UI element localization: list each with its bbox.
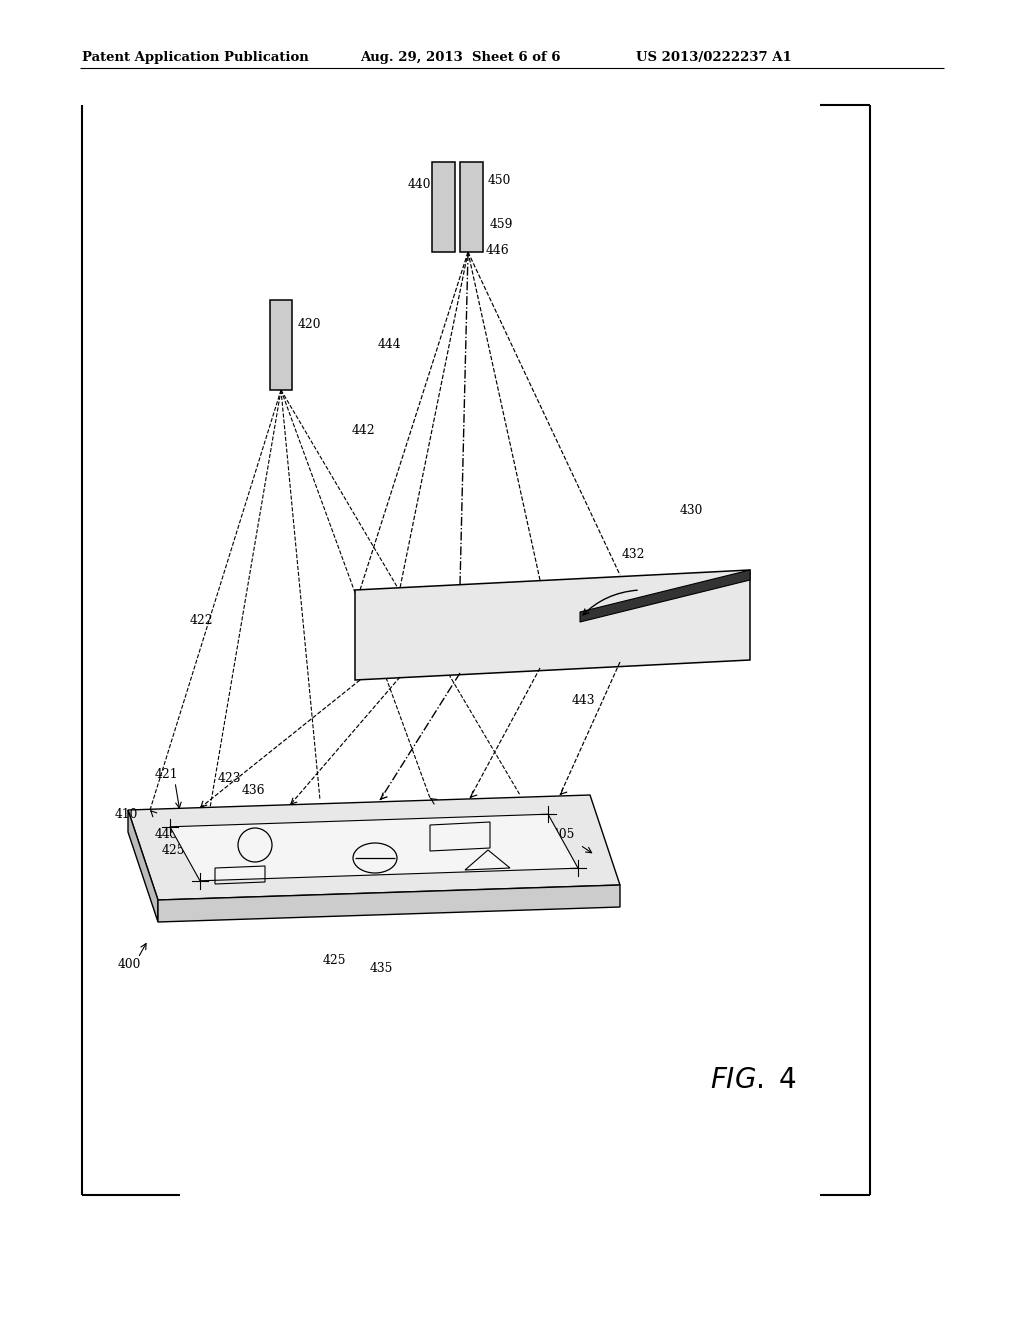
Text: 450: 450 [488, 173, 511, 186]
Text: 435: 435 [370, 961, 393, 974]
Polygon shape [355, 570, 750, 680]
Text: 421: 421 [155, 768, 178, 781]
Text: 405: 405 [552, 829, 575, 842]
Text: Aug. 29, 2013  Sheet 6 of 6: Aug. 29, 2013 Sheet 6 of 6 [360, 51, 560, 65]
Text: 410: 410 [115, 808, 138, 821]
Text: Patent Application Publication: Patent Application Publication [82, 51, 309, 65]
Text: 425: 425 [323, 953, 346, 966]
Text: 446: 446 [486, 243, 510, 256]
Text: 425: 425 [162, 845, 185, 858]
Polygon shape [270, 300, 292, 389]
Polygon shape [158, 884, 620, 921]
Text: $\mathit{FIG.}\ 4$: $\mathit{FIG.}\ 4$ [710, 1067, 797, 1093]
Text: 430: 430 [680, 503, 703, 516]
Text: 432: 432 [622, 549, 645, 561]
Polygon shape [128, 795, 620, 900]
Text: 440: 440 [408, 178, 431, 191]
Text: 420: 420 [298, 318, 322, 331]
Text: 445: 445 [155, 829, 178, 842]
Text: 443: 443 [572, 693, 596, 706]
Text: 444: 444 [378, 338, 401, 351]
Polygon shape [170, 814, 578, 880]
Polygon shape [432, 162, 455, 252]
Polygon shape [128, 810, 158, 921]
Polygon shape [460, 162, 483, 252]
Text: 436: 436 [242, 784, 265, 796]
Text: 442: 442 [352, 424, 376, 437]
Text: 423: 423 [218, 771, 242, 784]
Text: 400: 400 [118, 958, 141, 972]
Text: US 2013/0222237 A1: US 2013/0222237 A1 [636, 51, 792, 65]
Polygon shape [580, 570, 750, 622]
Text: 422: 422 [190, 614, 214, 627]
Text: 459: 459 [490, 219, 513, 231]
